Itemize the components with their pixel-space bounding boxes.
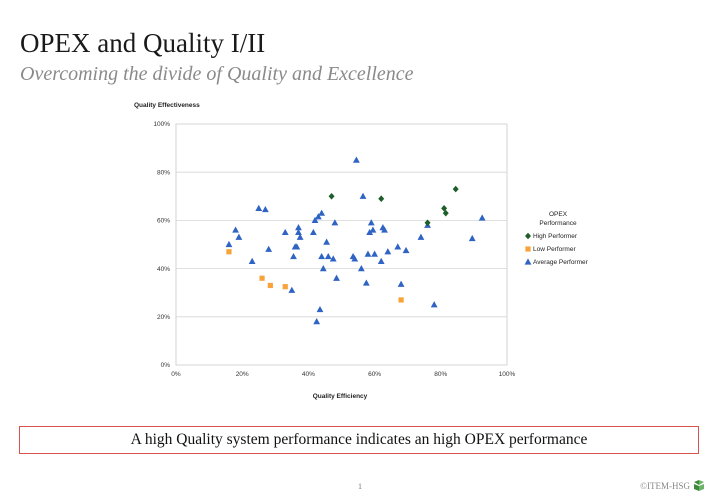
page-number: 1 xyxy=(358,482,362,491)
average-performer-point xyxy=(369,226,377,233)
low-performer-point xyxy=(267,282,273,289)
x-tick-label: 40% xyxy=(302,371,315,378)
high-performer-point xyxy=(328,193,335,200)
average-performer-point xyxy=(293,243,301,250)
average-performer-point xyxy=(417,233,425,240)
high-performer-point xyxy=(442,209,449,217)
average-performer-point xyxy=(362,279,370,286)
average-performer-point xyxy=(333,274,340,281)
x-tick-label: 0% xyxy=(171,371,181,378)
average-performer-point xyxy=(255,204,263,211)
legend-marker xyxy=(524,258,532,265)
y-tick-label: 0% xyxy=(161,362,171,369)
average-performer-point xyxy=(324,252,332,260)
average-performer-point xyxy=(232,226,239,233)
legend-entry: Low Performer xyxy=(533,246,576,253)
chart-axes: 0% 20% 40% 60% 80% 100% 0% 20% 40% 60% 80% 100% xyxy=(153,121,515,378)
plot-frame xyxy=(175,123,508,366)
y-tick-label: 100% xyxy=(153,121,170,128)
legend-entry: Average Performer xyxy=(533,259,589,266)
y-tick-label: 40% xyxy=(157,266,170,273)
x-tick-label: 80% xyxy=(434,371,447,378)
average-performer-point xyxy=(468,234,476,242)
high-performer-point xyxy=(452,185,459,193)
slide-title: OPEX and Quality I/II xyxy=(20,28,266,58)
average-performer-point xyxy=(311,216,319,223)
y-tick-label: 80% xyxy=(157,169,170,176)
chart-legend: OPEX Performance High Performer Low Perform… xyxy=(524,211,589,266)
y-tick-label: 20% xyxy=(157,314,170,321)
average-performer-point xyxy=(367,219,375,226)
chart-points xyxy=(225,156,486,325)
average-performer-point xyxy=(364,250,372,257)
average-performer-point xyxy=(296,233,304,240)
copyright-text: ©ITEM-HSG xyxy=(640,481,690,491)
average-performer-point xyxy=(316,305,324,313)
average-performer-point xyxy=(319,265,327,272)
x-tick-label: 60% xyxy=(368,371,381,378)
average-performer-point xyxy=(352,156,360,163)
average-performer-point xyxy=(313,318,321,325)
average-performer-point xyxy=(357,265,365,272)
average-performer-point xyxy=(235,233,243,240)
average-performer-point xyxy=(318,209,326,216)
average-performer-point xyxy=(366,228,374,236)
average-performer-point xyxy=(478,214,486,221)
average-performer-point xyxy=(323,238,331,245)
average-performer-point xyxy=(394,243,402,250)
low-performer-point xyxy=(398,297,404,303)
legend-marker xyxy=(525,246,531,252)
average-performer-point xyxy=(397,280,405,287)
scatter-chart: 0% 20% 40% 60% 80% 100% 0% 20% 40% 60% 80% 100% Qua… xyxy=(134,102,589,400)
slide-subtitle: Overcoming the divide of Quality and Exc… xyxy=(20,63,414,85)
average-performer-point xyxy=(359,192,367,199)
legend-title: Performance xyxy=(539,220,577,227)
average-performer-point xyxy=(381,226,388,233)
high-performer-point xyxy=(424,219,431,227)
high-performer-point xyxy=(441,205,448,212)
y-tick-label: 60% xyxy=(157,218,170,225)
x-tick-label: 100% xyxy=(499,371,516,378)
average-performer-point xyxy=(402,246,410,254)
average-performer-point xyxy=(314,213,322,220)
average-performer-point xyxy=(377,257,385,264)
average-performer-point xyxy=(318,252,326,260)
average-performer-point xyxy=(248,257,256,264)
average-performer-point xyxy=(309,228,317,236)
average-performer-point xyxy=(351,255,359,262)
legend-marker xyxy=(525,232,531,240)
low-performer-point xyxy=(259,275,265,281)
high-performer-point xyxy=(378,195,385,203)
chart-grid xyxy=(175,123,508,366)
legend-entry: High Performer xyxy=(533,233,578,240)
average-performer-point xyxy=(288,286,296,293)
average-performer-point xyxy=(265,245,273,252)
low-performer-point xyxy=(226,249,232,255)
average-performer-point xyxy=(225,240,233,248)
average-performer-point xyxy=(384,248,392,255)
average-performer-point xyxy=(430,301,438,308)
low-performer-point xyxy=(282,284,288,290)
average-performer-point xyxy=(331,219,339,226)
key-message-callout: A high Quality system performance indica… xyxy=(19,426,699,454)
average-performer-point xyxy=(295,224,302,231)
x-axis-label: Quality Efficiency xyxy=(313,393,368,400)
legend-title: OPEX xyxy=(549,211,568,218)
y-axis-label: Quality Effectiveness xyxy=(134,102,200,109)
x-tick-label: 20% xyxy=(236,371,249,378)
average-performer-point xyxy=(329,255,337,262)
average-performer-point xyxy=(295,228,302,236)
item-hsg-logo-icon xyxy=(694,480,704,491)
average-performer-point xyxy=(290,252,297,260)
average-performer-point xyxy=(281,228,289,236)
average-performer-point xyxy=(261,205,269,213)
average-performer-point xyxy=(371,250,378,257)
